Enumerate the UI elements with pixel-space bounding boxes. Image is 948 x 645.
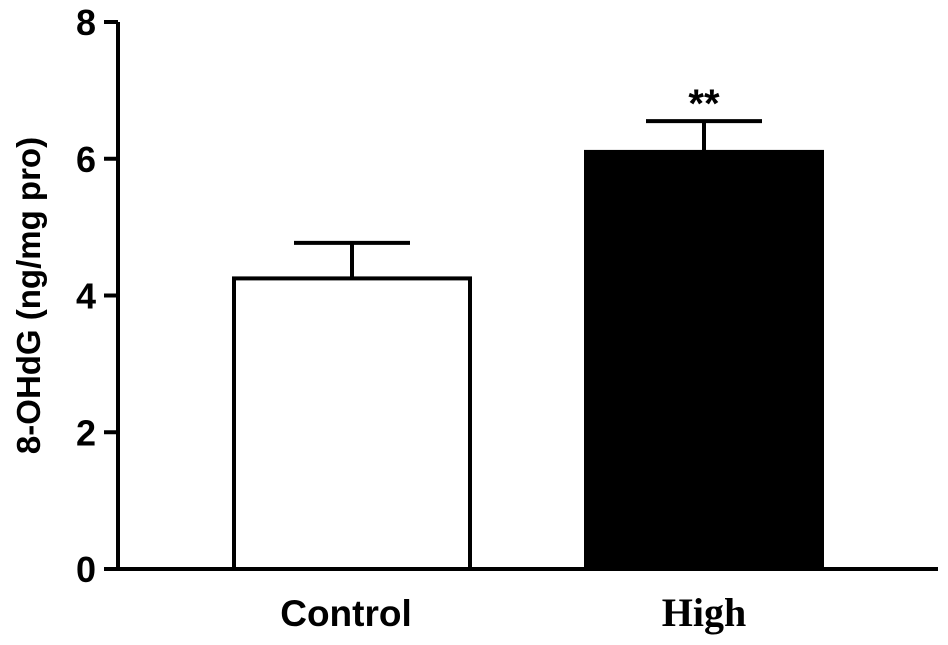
bars-layer (232, 149, 824, 571)
bar-control (232, 276, 472, 571)
category-labels-layer: Control High (280, 590, 746, 635)
y-tick-label-1: 2 (76, 412, 96, 453)
y-tick-label-2: 4 (76, 276, 96, 317)
x-category-label-high: High (662, 590, 746, 635)
significance-annotation-high: ** (688, 82, 720, 126)
error-bars-layer (294, 119, 762, 279)
annotations-layer: ** (688, 82, 720, 126)
y-tick-label-0: 0 (76, 549, 96, 590)
y-tick-label-3: 6 (76, 139, 96, 180)
y-ticks-layer: 0 2 4 6 8 (76, 2, 118, 590)
bar-high (584, 149, 824, 571)
x-category-label-control: Control (280, 593, 412, 634)
y-axis-label: 8-OHdG (ng/mg pro) (10, 137, 47, 454)
y-tick-label-4: 8 (76, 2, 96, 43)
